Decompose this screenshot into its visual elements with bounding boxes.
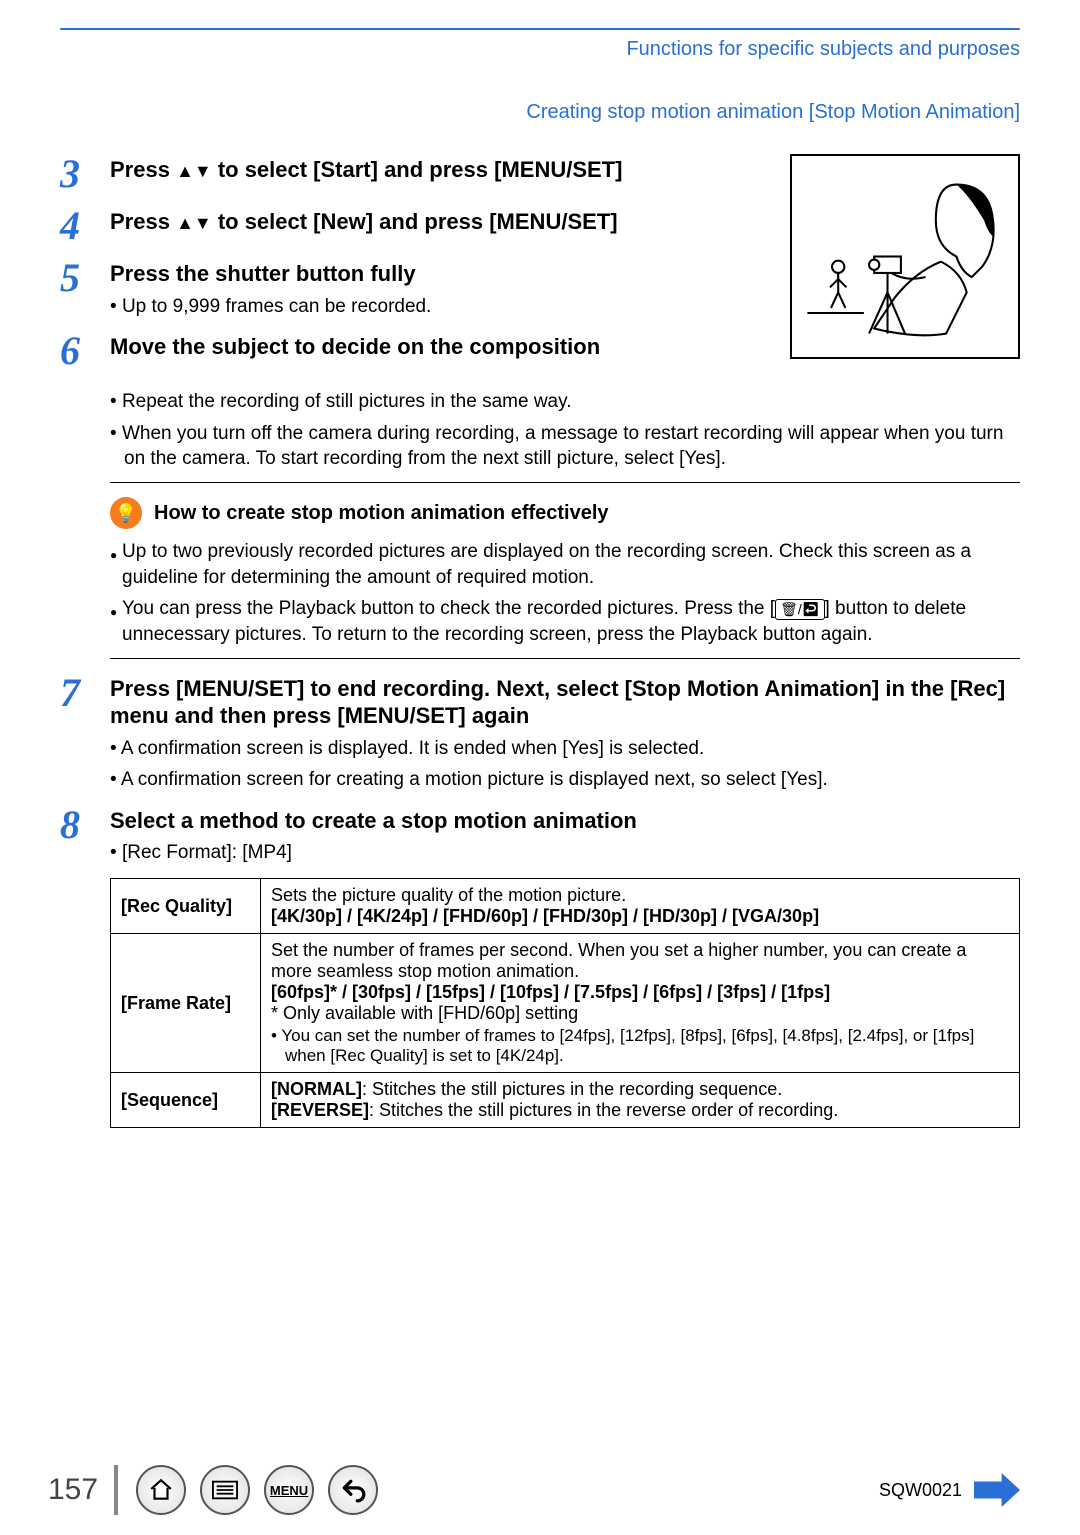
doc-code: SQW0021 bbox=[879, 1480, 962, 1501]
step-body: Press [MENU/SET] to end recording. Next,… bbox=[110, 673, 1020, 793]
step-3: 3 Press ▲▼ to select [Start] and press [… bbox=[60, 154, 770, 194]
divider bbox=[114, 1465, 118, 1515]
step-7: 7 Press [MENU/SET] to end recording. Nex… bbox=[60, 673, 1020, 793]
bullet: When you turn off the camera during reco… bbox=[110, 421, 1020, 472]
text: : Stitches the still pictures in the rev… bbox=[369, 1100, 838, 1120]
step-title: Press ▲▼ to select [New] and press [MENU… bbox=[110, 208, 770, 236]
step-number: 6 bbox=[60, 331, 110, 371]
table-row: [Sequence] [NORMAL]: Stitches the still … bbox=[111, 1073, 1020, 1128]
text: * Only available with [FHD/60p] setting bbox=[271, 1003, 1009, 1024]
up-down-icon: ▲▼ bbox=[176, 161, 212, 181]
label: [REVERSE] bbox=[271, 1100, 369, 1120]
steps-region: 3 Press ▲▼ to select [Start] and press [… bbox=[60, 154, 1020, 383]
step-body: Move the subject to decide on the compos… bbox=[110, 331, 770, 371]
list-item: Up to two previously recorded pictures a… bbox=[110, 539, 1020, 590]
text: You can set the number of frames to [24f… bbox=[271, 1026, 1009, 1066]
text: [NORMAL]: Stitches the still pictures in… bbox=[271, 1079, 1009, 1100]
label: [NORMAL] bbox=[271, 1079, 362, 1099]
bullet: A confirmation screen for creating a mot… bbox=[110, 767, 1020, 793]
step-5: 5 Press the shutter button fully Up to 9… bbox=[60, 258, 770, 319]
cell-value: Sets the picture quality of the motion p… bbox=[261, 879, 1020, 934]
text: Sets the picture quality of the motion p… bbox=[271, 885, 1009, 906]
table-row: [Frame Rate] Set the number of frames pe… bbox=[111, 934, 1020, 1073]
table-row: [Rec Quality] Sets the picture quality o… bbox=[111, 879, 1020, 934]
step-body: Press ▲▼ to select [Start] and press [ME… bbox=[110, 154, 770, 194]
step-title: Press the shutter button fully bbox=[110, 260, 770, 288]
cell-value: [NORMAL]: Stitches the still pictures in… bbox=[261, 1073, 1020, 1128]
step-4: 4 Press ▲▼ to select [New] and press [ME… bbox=[60, 206, 770, 246]
bullet: Repeat the recording of still pictures i… bbox=[110, 389, 1020, 415]
text: You can press the Playback button to che… bbox=[122, 596, 1020, 647]
step-number: 8 bbox=[60, 805, 110, 866]
list-item: You can press the Playback button to che… bbox=[110, 596, 1020, 647]
top-rule bbox=[60, 28, 1020, 30]
lightbulb-icon: 💡 bbox=[110, 497, 142, 529]
cell-label: [Sequence] bbox=[111, 1073, 261, 1128]
step-number: 5 bbox=[60, 258, 110, 319]
cell-value: Set the number of frames per second. Whe… bbox=[261, 934, 1020, 1073]
next-page-icon[interactable] bbox=[974, 1473, 1020, 1507]
tip-title: How to create stop motion animation effe… bbox=[154, 502, 609, 525]
step-title: Press [MENU/SET] to end recording. Next,… bbox=[110, 675, 1020, 730]
text: to select [New] and press [MENU/SET] bbox=[212, 209, 618, 234]
step-6: 6 Move the subject to decide on the comp… bbox=[60, 331, 770, 371]
settings-table: [Rec Quality] Sets the picture quality o… bbox=[110, 878, 1020, 1128]
illustration-svg bbox=[800, 164, 1010, 349]
step-body: Select a method to create a stop motion … bbox=[110, 805, 1020, 866]
illustration bbox=[790, 154, 1020, 359]
text: Press bbox=[110, 209, 176, 234]
tip-list: Up to two previously recorded pictures a… bbox=[110, 539, 1020, 648]
back-button[interactable] bbox=[328, 1465, 378, 1515]
footer: 157 MENU SQW0021 bbox=[0, 1465, 1080, 1515]
tip-header: 💡 How to create stop motion animation ef… bbox=[110, 497, 1020, 529]
bullet: [Rec Format]: [MP4] bbox=[110, 840, 1020, 866]
section-header: Functions for specific subjects and purp… bbox=[60, 38, 1020, 61]
up-down-icon: ▲▼ bbox=[176, 213, 212, 233]
step-6-bullets: Repeat the recording of still pictures i… bbox=[110, 389, 1020, 472]
step-body: Press the shutter button fully Up to 9,9… bbox=[110, 258, 770, 319]
back-icon bbox=[340, 1477, 366, 1503]
text: Up to two previously recorded pictures a… bbox=[122, 539, 1020, 590]
trash-return-icon: 🗑/↩ bbox=[775, 599, 824, 620]
list-button[interactable] bbox=[200, 1465, 250, 1515]
text: [60fps]* / [30fps] / [15fps] / [10fps] /… bbox=[271, 982, 1009, 1003]
bullet-icon bbox=[110, 596, 122, 647]
step-number: 3 bbox=[60, 154, 110, 194]
step-number: 4 bbox=[60, 206, 110, 246]
step-number: 7 bbox=[60, 673, 110, 793]
text: Press bbox=[110, 157, 176, 182]
list-icon bbox=[212, 1480, 238, 1500]
text: You can press the Playback button to che… bbox=[122, 598, 775, 619]
bullet-icon bbox=[110, 539, 122, 590]
bullet: A confirmation screen is displayed. It i… bbox=[110, 736, 1020, 762]
bullet: Up to 9,999 frames can be recorded. bbox=[110, 294, 770, 320]
text: Set the number of frames per second. Whe… bbox=[271, 940, 1009, 982]
cell-label: [Rec Quality] bbox=[111, 879, 261, 934]
page: Functions for specific subjects and purp… bbox=[0, 0, 1080, 1535]
home-button[interactable] bbox=[136, 1465, 186, 1515]
divider bbox=[110, 658, 1020, 659]
text: [REVERSE]: Stitches the still pictures i… bbox=[271, 1100, 1009, 1121]
page-subheading[interactable]: Creating stop motion animation [Stop Mot… bbox=[60, 101, 1020, 124]
home-icon bbox=[148, 1477, 174, 1503]
cell-label: [Frame Rate] bbox=[111, 934, 261, 1073]
text: to select [Start] and press [MENU/SET] bbox=[212, 157, 623, 182]
step-title: Move the subject to decide on the compos… bbox=[110, 333, 770, 361]
text: : Stitches the still pictures in the rec… bbox=[362, 1079, 782, 1099]
step-title: Select a method to create a stop motion … bbox=[110, 807, 1020, 835]
menu-button[interactable]: MENU bbox=[264, 1465, 314, 1515]
step-title: Press ▲▼ to select [Start] and press [ME… bbox=[110, 156, 770, 184]
step-body: Press ▲▼ to select [New] and press [MENU… bbox=[110, 206, 770, 246]
page-number: 157 bbox=[48, 1473, 98, 1507]
step-8: 8 Select a method to create a stop motio… bbox=[60, 805, 1020, 866]
divider bbox=[110, 482, 1020, 483]
text: [4K/30p] / [4K/24p] / [FHD/60p] / [FHD/3… bbox=[271, 906, 1009, 927]
